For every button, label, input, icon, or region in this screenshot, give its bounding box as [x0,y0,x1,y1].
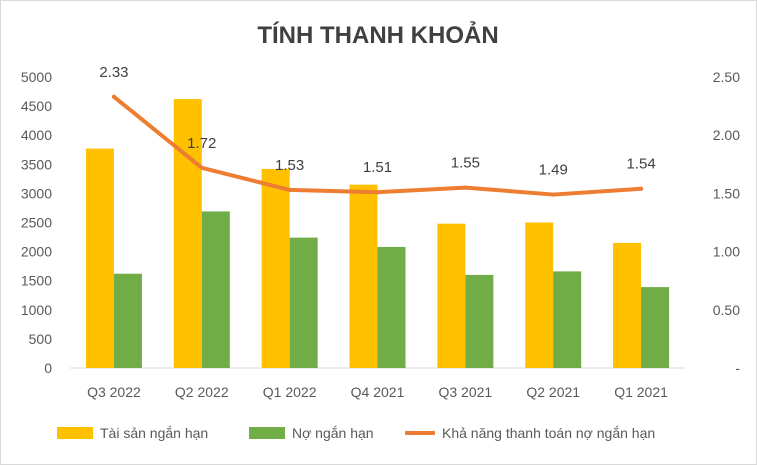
bar-tai-san-ngan-han [525,222,554,368]
bar-tai-san-ngan-han [437,223,466,368]
x-tick-label: Q1 2022 [263,384,317,400]
liquidity-ratio-point [111,94,116,99]
liquidity-ratio-point [551,192,556,197]
bar-no-ngan-han [201,211,230,368]
left-tick-label: 3000 [21,185,52,201]
liquidity-ratio-label: 1.55 [451,155,480,172]
legend-swatch [249,427,285,439]
left-tick-label: 500 [29,331,53,347]
left-tick-label: 0 [44,360,52,376]
bar-tai-san-ngan-han [173,99,202,368]
right-tick-label: - [735,360,740,376]
liquidity-ratio-label: 1.54 [626,156,655,173]
right-tick-label: 2.00 [713,127,740,143]
bar-tai-san-ngan-han [613,242,642,368]
bar-no-ngan-han [377,246,406,368]
left-tick-label: 2500 [21,215,52,231]
liquidity-ratio-point [199,165,204,170]
left-tick-label: 3500 [21,156,52,172]
x-tick-label: Q3 2021 [438,384,492,400]
right-tick-label: 1.50 [713,185,740,201]
bar-no-ngan-han [641,287,670,368]
liquidity-ratio-point [463,185,468,190]
liquidity-ratio-point [375,190,380,195]
x-tick-label: Q4 2021 [351,384,405,400]
left-axis-ticks: 0 500 1000 1500 2000 2500 3000 3500 4000 4500 5000 [21,69,52,376]
line-series: 2.33 1.72 1.53 1.51 1.55 1.49 1.54 [99,64,656,197]
right-tick-label: 1.00 [713,244,740,260]
x-tick-label: Q2 2022 [175,384,229,400]
bar-tai-san-ngan-han [261,168,290,368]
legend-label: Nợ ngắn hạn [292,425,374,441]
left-tick-label: 4500 [21,98,52,114]
legend: Tài sản ngắn hạn Nợ ngắn hạn Khả năng than… [57,425,655,441]
chart-title: TÍNH THANH KHOẢN [257,20,498,49]
bar-no-ngan-han [553,271,582,368]
bar-no-ngan-han [113,273,142,368]
liquidity-ratio-point [639,186,644,191]
legend-label: Khả năng thanh toán nợ ngắn hạn [442,425,655,441]
left-tick-label: 2000 [21,244,52,260]
liquidity-ratio-label: 1.53 [275,157,304,174]
right-tick-label: 2.50 [713,69,740,85]
legend-swatch [57,427,93,439]
x-tick-label: Q2 2021 [526,384,580,400]
left-tick-label: 5000 [21,69,52,85]
liquidity-ratio-label: 2.33 [99,64,128,81]
bars [85,99,670,368]
left-tick-label: 4000 [21,127,52,143]
x-tick-label: Q3 2022 [87,384,141,400]
liquidity-ratio-point [287,187,292,192]
left-tick-label: 1000 [21,302,52,318]
bar-no-ngan-han [289,237,318,368]
x-axis-labels: Q3 2022 Q2 2022 Q1 2022 Q4 2021 Q3 2021 Q2 20… [87,384,668,400]
bar-tai-san-ngan-han [85,148,114,368]
liquidity-ratio-label: 1.72 [187,135,216,152]
x-tick-label: Q1 2021 [614,384,668,400]
right-tick-label: 0.50 [713,302,740,318]
right-axis-ticks: - 0.50 1.00 1.50 2.00 2.50 [713,69,741,376]
legend-label: Tài sản ngắn hạn [100,425,208,441]
bar-tai-san-ngan-han [349,184,378,368]
liquidity-ratio-label: 1.49 [539,162,568,179]
liquidity-ratio-label: 1.51 [363,159,392,176]
bar-no-ngan-han [465,274,494,368]
left-tick-label: 1500 [21,273,52,289]
